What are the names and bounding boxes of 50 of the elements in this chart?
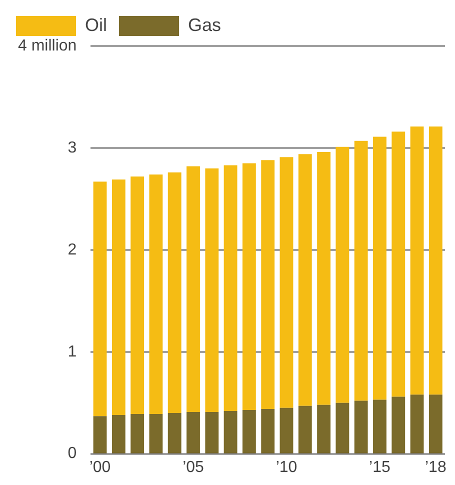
x-tick-label: ’00	[89, 458, 111, 476]
bar	[205, 168, 219, 412]
y-tick-label: 2	[68, 241, 77, 258]
bar	[392, 396, 406, 454]
bar	[261, 160, 275, 409]
x-tick-label: ’10	[276, 458, 298, 476]
x-tick-label: ’15	[369, 458, 391, 476]
y-tick-label: 1	[68, 343, 77, 360]
bar	[130, 414, 144, 454]
bar	[186, 166, 200, 412]
bar	[224, 165, 238, 411]
bar	[205, 412, 219, 454]
bar	[168, 413, 182, 454]
bar	[317, 152, 330, 405]
bar	[112, 415, 126, 454]
bar	[93, 416, 107, 454]
bar	[392, 132, 406, 397]
bar	[149, 174, 163, 414]
bar	[373, 136, 386, 400]
legend-label: Gas	[188, 14, 222, 35]
bar	[298, 406, 312, 454]
bar	[130, 176, 144, 414]
bar	[186, 412, 200, 454]
bar	[428, 126, 442, 395]
legend-label: Oil	[85, 14, 107, 35]
bar	[410, 126, 424, 395]
bar	[242, 410, 256, 454]
x-tick-label: ’05	[182, 458, 204, 476]
bar	[336, 402, 350, 454]
bar	[112, 180, 126, 416]
bar	[280, 408, 294, 454]
bar	[373, 400, 386, 454]
bar	[261, 408, 275, 454]
x-tick-label: ’18	[424, 458, 446, 476]
bar	[336, 146, 350, 403]
y-tick-label: 3	[68, 139, 77, 156]
bar	[317, 404, 330, 454]
bar	[280, 157, 294, 408]
bar	[354, 400, 368, 454]
bar	[149, 414, 163, 454]
y-tick-label: 4 million	[18, 37, 77, 54]
bar	[410, 394, 424, 454]
bar	[93, 182, 107, 416]
y-tick-label: 0	[68, 445, 77, 462]
bar	[242, 163, 256, 410]
bar	[428, 394, 442, 454]
bar	[224, 410, 238, 454]
bar	[298, 154, 312, 406]
bar	[168, 172, 182, 414]
bar	[354, 140, 368, 401]
